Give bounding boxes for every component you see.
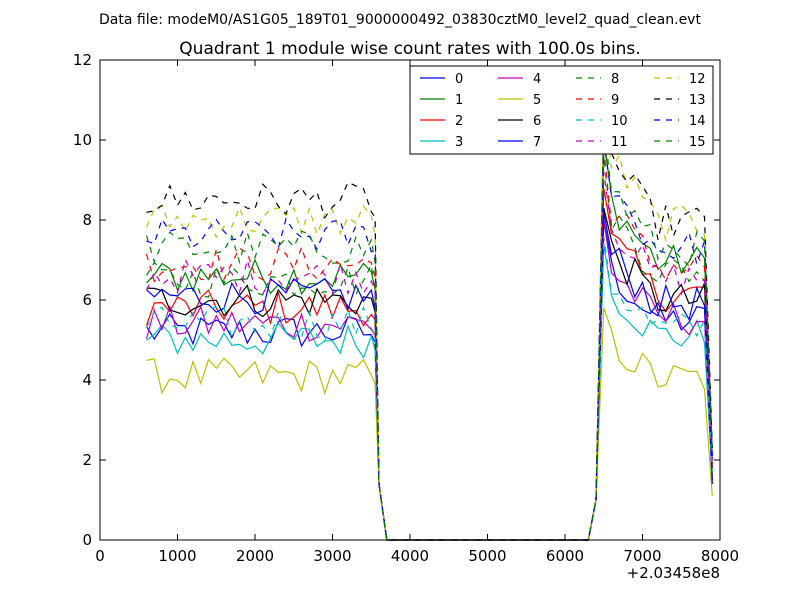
chart-title: Quadrant 1 module wise count rates with … <box>179 39 640 59</box>
legend-label-0: 0 <box>455 72 463 87</box>
x-tick-label: 1000 <box>158 547 196 565</box>
x-offset-label: +2.03458e8 <box>627 564 720 582</box>
legend-label-2: 2 <box>455 114 463 129</box>
legend-box <box>409 65 714 155</box>
legend-label-15: 15 <box>689 135 706 150</box>
legend-label-9: 9 <box>611 93 619 108</box>
legend-label-8: 8 <box>611 72 619 87</box>
x-tick-label: 3000 <box>313 547 351 565</box>
x-tick-label: 4000 <box>391 547 429 565</box>
series-line-9 <box>145 147 713 541</box>
legend-label-11: 11 <box>611 135 628 150</box>
y-tick-label: 8 <box>82 211 92 229</box>
y-tick-label: 0 <box>82 531 92 549</box>
y-tick-label: 2 <box>82 451 92 469</box>
y-tick-label: 12 <box>73 51 92 69</box>
series-line-8 <box>145 155 713 541</box>
x-tick-label: 6000 <box>546 547 584 565</box>
legend-label-4: 4 <box>533 72 541 87</box>
legend-label-14: 14 <box>689 114 706 129</box>
series-line-0 <box>145 219 713 541</box>
series-line-15 <box>145 123 713 541</box>
series-line-4 <box>145 219 713 541</box>
x-tick-label: 8000 <box>701 547 739 565</box>
series-line-3 <box>146 243 713 541</box>
legend-label-10: 10 <box>611 114 628 129</box>
y-tick-label: 6 <box>82 291 92 309</box>
series-line-13 <box>146 115 713 541</box>
legend-label-1: 1 <box>455 93 463 108</box>
series-line-7 <box>146 211 713 541</box>
axes: 0 1000 2000 3000 4000 5000 6000 7000 80000246810… <box>73 51 739 565</box>
y-tick-label: 4 <box>82 371 92 389</box>
x-tick-label: 2000 <box>236 547 274 565</box>
x-tick-label: 5000 <box>468 547 506 565</box>
series-line-1 <box>146 139 713 541</box>
legend-label-5: 5 <box>533 93 541 108</box>
series-line-2 <box>145 187 713 541</box>
data-file-label: Data file: modeM0/AS1G05_189T01_90000004… <box>99 12 701 28</box>
x-tick-label: 0 <box>95 547 105 565</box>
series-line-5 <box>146 307 713 541</box>
legend-label-13: 13 <box>689 93 706 108</box>
series-line-14 <box>146 139 713 541</box>
legend-label-12: 12 <box>689 72 706 87</box>
y-tick-label: 10 <box>73 131 92 149</box>
legend-label-6: 6 <box>533 114 541 129</box>
series-line-6 <box>146 207 713 541</box>
x-tick-label: 7000 <box>623 547 661 565</box>
plot-series <box>145 99 713 541</box>
legend-label-3: 3 <box>455 135 463 150</box>
legend-label-7: 7 <box>533 135 541 150</box>
